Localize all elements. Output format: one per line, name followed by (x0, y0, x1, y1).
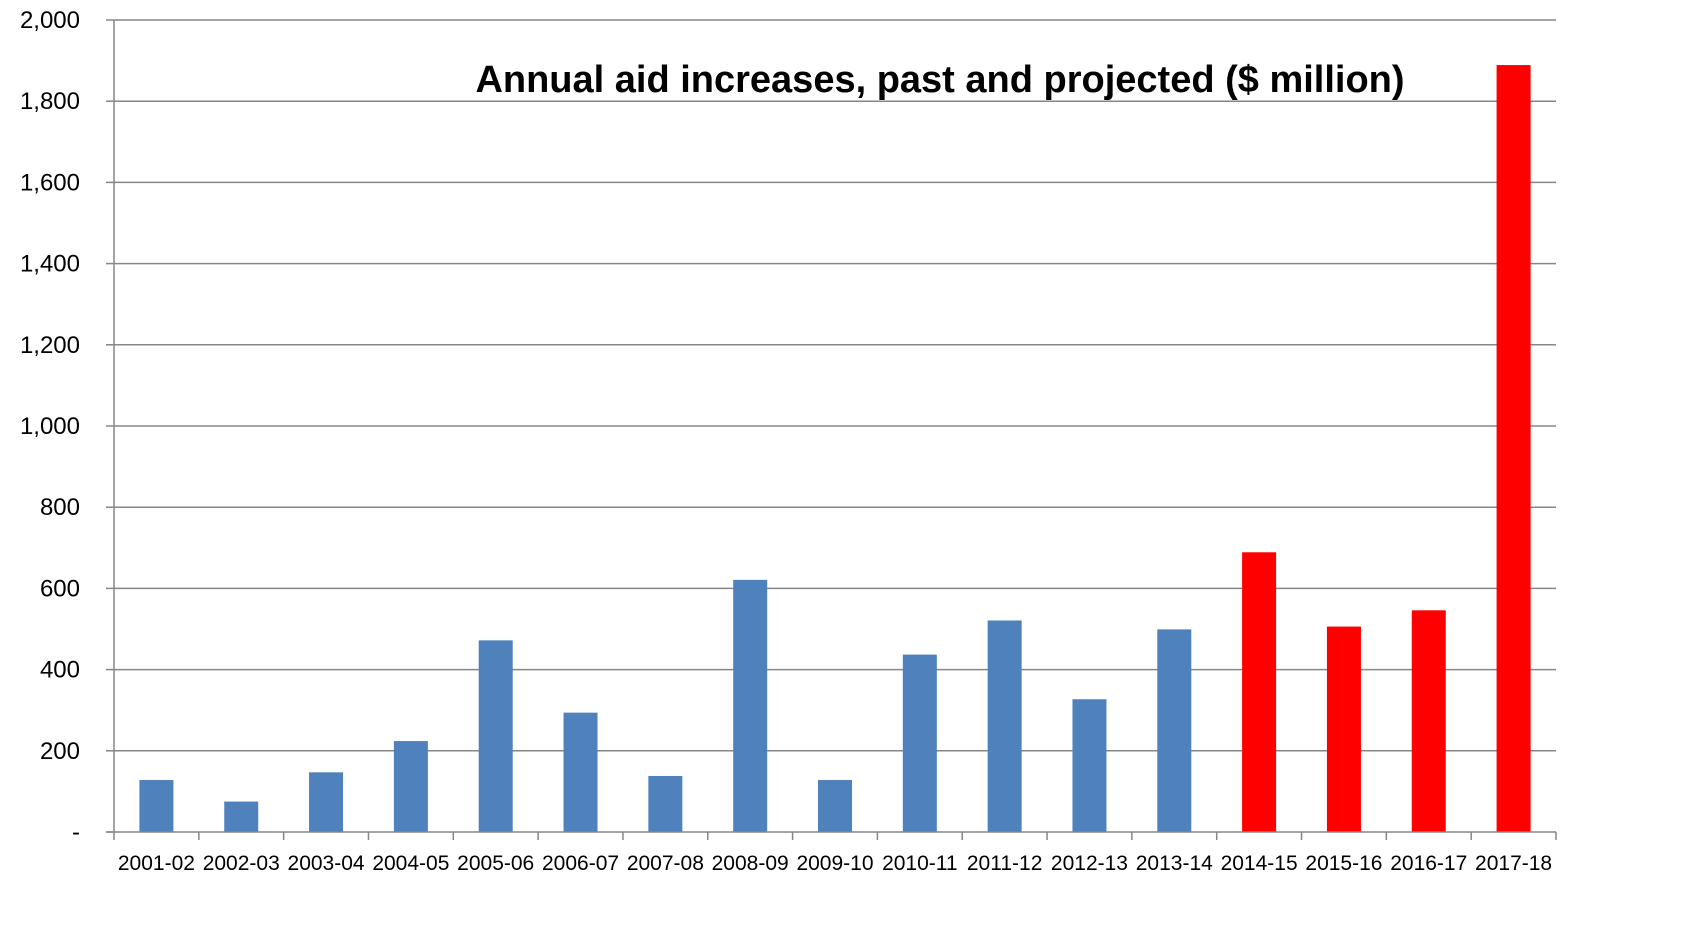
bar-2010-11 (902, 654, 937, 832)
x-tick-label: 2016-17 (1390, 852, 1467, 875)
y-tick-label: 1,000 (20, 413, 80, 440)
bar-2013-14 (1157, 629, 1192, 832)
x-tick-label: 2015-16 (1305, 852, 1382, 875)
y-tick-label: 1,200 (20, 332, 80, 359)
bar-2007-08 (648, 775, 683, 832)
x-tick-label: 2005-06 (457, 852, 534, 875)
bar-2002-03 (224, 801, 259, 832)
y-tick-label: 1,600 (20, 169, 80, 196)
y-tick-label: 600 (40, 575, 80, 602)
x-tick-label: 2012-13 (1051, 852, 1128, 875)
x-tick-label: 2010-11 (882, 852, 958, 875)
bar-2008-09 (733, 579, 768, 832)
y-tick-label: 1,800 (20, 88, 80, 115)
bar-2001-02 (139, 780, 174, 832)
bar-2009-10 (818, 780, 852, 832)
bar-2011-12 (987, 620, 1022, 832)
gridlines (114, 19, 1556, 752)
y-tick-label: 800 (40, 494, 80, 521)
y-tick-label: - (72, 819, 80, 846)
x-tick-label: 2013-14 (1136, 852, 1213, 875)
bar-2012-13 (1072, 699, 1107, 832)
bar-2017-18 (1496, 65, 1531, 833)
x-tick-label: 2002-03 (203, 852, 280, 875)
y-tick-label: 400 (40, 657, 80, 684)
y-tick-label: 200 (40, 738, 80, 765)
y-tick-label: 2,000 (20, 7, 80, 34)
chart-title: Annual aid increases, past and projected… (475, 59, 1404, 101)
x-tick-label: 2004-05 (372, 852, 449, 875)
x-tick-label: 2003-04 (288, 852, 365, 875)
x-tick-label: 2006-07 (542, 852, 619, 875)
axis-labels: - 200 400 600 800 1,000 1,200 1,400 1,600 1,800 2,… (20, 7, 1552, 875)
bar-2016-17 (1411, 610, 1446, 832)
x-tick-label: 2007-08 (627, 852, 704, 875)
bar-2015-16 (1326, 626, 1361, 832)
bar-2005-06 (478, 640, 513, 832)
bar-2006-07 (563, 712, 598, 832)
axes (106, 19, 1557, 840)
bar-2014-15 (1242, 552, 1277, 832)
x-tick-label: 2014-15 (1221, 852, 1298, 875)
x-tick-label: 2008-09 (712, 852, 789, 875)
x-tick-label: 2017-18 (1475, 852, 1552, 875)
x-tick-label: 2011-12 (967, 852, 1043, 875)
y-tick-label: 1,400 (20, 251, 80, 278)
bars (139, 65, 1531, 833)
bar-2004-05 (393, 741, 428, 832)
x-tick-label: 2009-10 (796, 852, 873, 875)
x-tick-label: 2001-02 (118, 852, 195, 875)
bar-2003-04 (309, 772, 344, 832)
